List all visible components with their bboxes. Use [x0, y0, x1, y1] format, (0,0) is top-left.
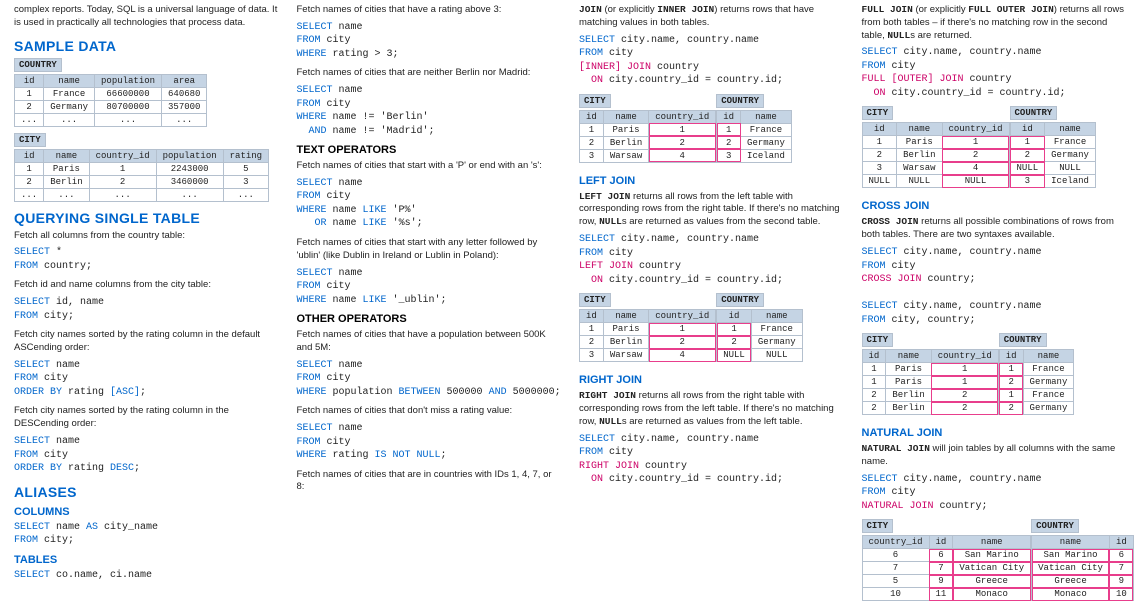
code-cross-join: SELECT city.name, country.name FROM city…: [862, 246, 1127, 327]
code-natural-join: SELECT city.name, country.name FROM city…: [862, 473, 1127, 514]
columns-subheading: COLUMNS: [14, 506, 279, 518]
code-full-join: SELECT city.name, country.name FROM city…: [862, 46, 1127, 100]
cross-join-heading: CROSS JOIN: [862, 200, 1127, 212]
tables-subheading: TABLES: [14, 554, 279, 566]
aliases-heading: ALIASES: [14, 484, 279, 500]
right-join-heading: RIGHT JOIN: [579, 374, 844, 386]
code-alias-table: SELECT co.name, ci.name: [14, 569, 279, 583]
country-table-label: COUNTRY: [14, 58, 62, 72]
code-select-star: SELECT * FROM country;: [14, 246, 279, 273]
sample-data-heading: SAMPLE DATA: [14, 38, 279, 54]
code-right-join: SELECT city.name, country.name FROM city…: [579, 433, 844, 487]
other-operators-heading: OTHER OPERATORS: [297, 313, 562, 325]
qst-d2: Fetch id and name columns from the city …: [14, 279, 279, 292]
left-join-tables: CITYidnamecountry_id1Paris12Berlin23Wars…: [579, 293, 844, 368]
code-left-join: SELECT city.name, country.name FROM city…: [579, 233, 844, 287]
full-join-desc: FULL JOIN (or explicitly FULL OUTER JOIN…: [862, 4, 1127, 42]
intro-text: complex reports. Today, SQL is a univers…: [14, 4, 279, 30]
c2-d3: Fetch names of cities that start with an…: [297, 237, 562, 263]
city-table: idnamecountry_idpopulationrating1Paris12…: [14, 149, 269, 202]
code-alias-col: SELECT name AS city_name FROM city;: [14, 521, 279, 548]
code-not-berlin: SELECT name FROM city WHERE name != 'Ber…: [297, 84, 562, 138]
cross-join-desc: CROSS JOIN returns all possible combinat…: [862, 216, 1127, 242]
c2-d2: Fetch names of cities that start with a …: [297, 160, 562, 173]
left-join-desc: LEFT JOIN returns all rows from the left…: [579, 191, 844, 229]
text-operators-heading: TEXT OPERATORS: [297, 144, 562, 156]
city-label: CITY: [862, 333, 894, 347]
natural-join-desc: NATURAL JOIN will join tables by all col…: [862, 443, 1127, 469]
city-label: CITY: [862, 519, 894, 533]
country-label: COUNTRY: [1031, 519, 1079, 533]
code-notnull: SELECT name FROM city WHERE rating IS NO…: [297, 422, 562, 463]
code-inner-join: SELECT city.name, country.name FROM city…: [579, 34, 844, 88]
country-label: COUNTRY: [716, 293, 764, 307]
c2-d4: Fetch names of cities that have a popula…: [297, 329, 562, 355]
code-rating-gt3: SELECT name FROM city WHERE rating > 3;: [297, 21, 562, 62]
city-table-label: CITY: [14, 133, 46, 147]
c2-d0: Fetch names of cities that have a rating…: [297, 4, 562, 17]
country-label: COUNTRY: [1010, 106, 1058, 120]
code-like-ublin: SELECT name FROM city WHERE name LIKE '_…: [297, 267, 562, 308]
qst-d1: Fetch all columns from the country table…: [14, 230, 279, 243]
querying-single-heading: QUERYING SINGLE TABLE: [14, 210, 279, 226]
natural-join-tables: CITYcountry_ididname66San Marino77Vatica…: [862, 519, 1127, 607]
city-label: CITY: [862, 106, 894, 120]
country-label: COUNTRY: [716, 94, 764, 108]
qst-d3: Fetch city names sorted by the rating co…: [14, 329, 279, 355]
inner-join-tables: CITYidnamecountry_id1Paris12Berlin23Wars…: [579, 94, 844, 169]
left-join-heading: LEFT JOIN: [579, 175, 844, 187]
c2-d5: Fetch names of cities that don't miss a …: [297, 405, 562, 418]
qst-d4: Fetch city names sorted by the rating co…: [14, 405, 279, 431]
natural-join-heading: NATURAL JOIN: [862, 427, 1127, 439]
column-3: JOIN (or explicitly INNER JOIN) returns …: [579, 0, 844, 607]
city-label: CITY: [579, 94, 611, 108]
cross-join-tables: CITYidnamecountry_id1Paris11Paris12Berli…: [862, 333, 1127, 421]
full-join-tables: CITYidnamecountry_id1Paris12Berlin23Wars…: [862, 106, 1127, 194]
c2-d6: Fetch names of cities that are in countr…: [297, 469, 562, 495]
code-select-idname: SELECT id, name FROM city;: [14, 296, 279, 323]
city-label: CITY: [579, 293, 611, 307]
column-4: FULL JOIN (or explicitly FULL OUTER JOIN…: [862, 0, 1127, 607]
code-like-p: SELECT name FROM city WHERE name LIKE 'P…: [297, 177, 562, 231]
country-label: COUNTRY: [999, 333, 1047, 347]
code-orderby-desc: SELECT name FROM city ORDER BY rating DE…: [14, 435, 279, 476]
inner-join-desc: JOIN (or explicitly INNER JOIN) returns …: [579, 4, 844, 30]
code-orderby-asc: SELECT name FROM city ORDER BY rating [A…: [14, 359, 279, 400]
column-2: Fetch names of cities that have a rating…: [297, 0, 562, 607]
right-join-desc: RIGHT JOIN returns all rows from the rig…: [579, 390, 844, 428]
c2-d1: Fetch names of cities that are neither B…: [297, 67, 562, 80]
column-1: complex reports. Today, SQL is a univers…: [14, 0, 279, 607]
code-between: SELECT name FROM city WHERE population B…: [297, 359, 562, 400]
country-table: idnamepopulationarea1France6660000064068…: [14, 74, 207, 127]
